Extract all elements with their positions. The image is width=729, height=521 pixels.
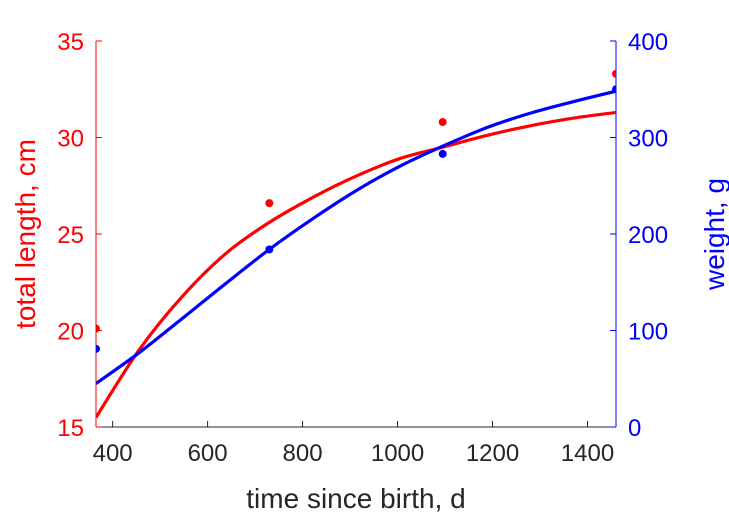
data-point-left bbox=[96, 324, 100, 333]
y-right-tick-label: 400 bbox=[628, 29, 668, 56]
y-left-tick-label: 35 bbox=[57, 29, 84, 56]
y-right-tick-label: 200 bbox=[628, 222, 668, 249]
axes bbox=[95, 41, 617, 428]
y-left-axis-title: total length, cm bbox=[10, 139, 41, 329]
y-left-tick-label: 25 bbox=[57, 222, 84, 249]
data-point-left bbox=[612, 69, 616, 78]
x-tick-label: 800 bbox=[283, 440, 323, 467]
data-point-right bbox=[96, 344, 100, 353]
plot-area bbox=[96, 69, 616, 419]
y-left-tick-label: 30 bbox=[57, 126, 84, 153]
plot-clip-group bbox=[96, 69, 616, 419]
fit-line-left bbox=[96, 110, 616, 419]
data-point-right bbox=[612, 85, 616, 94]
y-right-axis-title: weight, g bbox=[699, 178, 729, 291]
x-tick-label: 400 bbox=[93, 440, 133, 467]
ticks: 400 600 800 1000 1200 1400 15 20 25 30 35 0 100 200 30… bbox=[57, 29, 668, 467]
x-tick-label: 1400 bbox=[561, 440, 614, 467]
fit-line-right bbox=[96, 89, 616, 385]
y-left-tick-label: 20 bbox=[57, 319, 84, 346]
x-tick-label: 600 bbox=[188, 440, 228, 467]
x-tick-label: 1200 bbox=[466, 440, 519, 467]
x-tick-label: 1000 bbox=[371, 440, 424, 467]
data-point-right bbox=[438, 149, 447, 158]
x-axis-title: time since birth, d bbox=[246, 483, 465, 514]
y-right-tick-label: 0 bbox=[628, 415, 641, 442]
data-point-left bbox=[438, 118, 447, 127]
data-point-right bbox=[265, 245, 274, 254]
y-right-tick-label: 300 bbox=[628, 126, 668, 153]
y-left-tick-label: 15 bbox=[57, 415, 84, 442]
y-right-tick-label: 100 bbox=[628, 319, 668, 346]
data-point-left bbox=[265, 199, 274, 208]
